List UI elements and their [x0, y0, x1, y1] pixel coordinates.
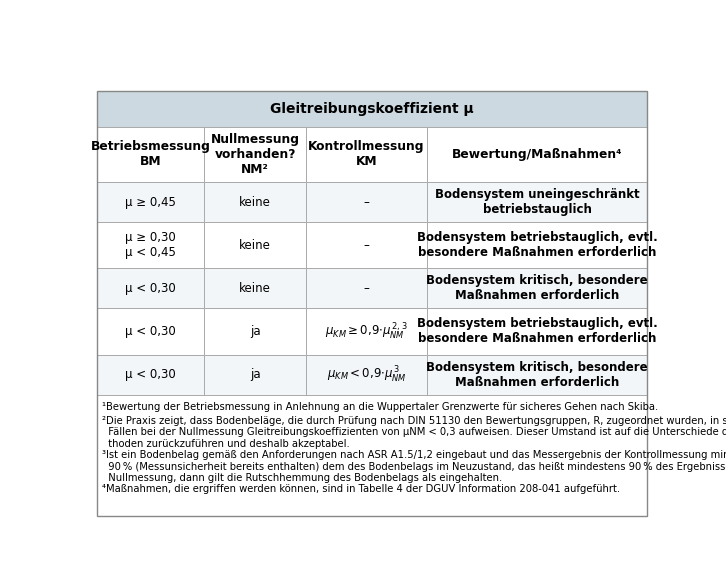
Bar [97, 127, 204, 182]
Text: Bodensystem kritisch, besondere
Maßnahmen erforderlich: Bodensystem kritisch, besondere Maßnahme… [426, 360, 648, 389]
Text: ja: ja [250, 325, 261, 338]
Bar [97, 355, 204, 394]
Text: $\mu_{KM} \geq 0{,}9{\cdot}\mu_{NM}^{\,2,3}$: $\mu_{KM} \geq 0{,}9{\cdot}\mu_{NM}^{\,2… [325, 321, 408, 342]
Text: keine: keine [239, 282, 271, 295]
Text: ²Die Praxis zeigt, dass Bodenbeläge, die durch Prüfung nach DIN 51130 den Bewert: ²Die Praxis zeigt, dass Bodenbeläge, die… [102, 416, 726, 449]
Text: μ ≥ 0,45: μ ≥ 0,45 [125, 195, 176, 208]
Text: Bodensystem betriebstauglich, evtl.
besondere Maßnahmen erforderlich: Bodensystem betriebstauglich, evtl. beso… [417, 318, 658, 346]
Text: μ < 0,30: μ < 0,30 [125, 368, 176, 381]
Bar [306, 355, 427, 394]
Bar [306, 127, 427, 182]
Text: ³Ist ein Bodenbelag gemäß den Anforderungen nach ASR A1.5/1,2 eingebaut und das : ³Ist ein Bodenbelag gemäß den Anforderun… [102, 450, 726, 483]
Text: Gleitreibungskoeffizient μ: Gleitreibungskoeffizient μ [270, 102, 474, 116]
Bar [97, 222, 204, 268]
Text: ¹Bewertung der Betriebsmessung in Anlehnung an die Wuppertaler Grenzwerte für si: ¹Bewertung der Betriebsmessung in Anlehn… [102, 402, 658, 412]
Bar [204, 222, 306, 268]
Bar [427, 222, 647, 268]
Bar [427, 182, 647, 222]
Text: Bodensystem uneingeschränkt
betriebstauglich: Bodensystem uneingeschränkt betriebstaug… [435, 188, 640, 216]
Text: ja: ja [250, 368, 261, 381]
Bar [97, 182, 204, 222]
Text: keine: keine [239, 239, 271, 252]
Bar [427, 308, 647, 355]
Bar [427, 127, 647, 182]
Bar [97, 308, 204, 355]
Text: μ < 0,30: μ < 0,30 [125, 282, 176, 295]
Bar [306, 308, 427, 355]
Text: –: – [364, 282, 370, 295]
Bar [97, 91, 647, 127]
Bar [427, 268, 647, 308]
Text: Betriebsmessung
BM: Betriebsmessung BM [91, 140, 211, 168]
Bar [204, 355, 306, 394]
Bar [97, 394, 647, 517]
Text: Bodensystem betriebstauglich, evtl.
besondere Maßnahmen erforderlich: Bodensystem betriebstauglich, evtl. beso… [417, 231, 658, 259]
Text: Nullmessung
vorhanden?
NM²: Nullmessung vorhanden? NM² [211, 133, 300, 176]
Text: Kontrollmessung
KM: Kontrollmessung KM [309, 140, 425, 168]
Bar [427, 355, 647, 394]
Text: ⁴Maßnahmen, die ergriffen werden können, sind in Tabelle 4 der DGUV Information : ⁴Maßnahmen, die ergriffen werden können,… [102, 484, 620, 494]
Text: μ < 0,30: μ < 0,30 [125, 325, 176, 338]
Text: –: – [364, 195, 370, 208]
Text: $\mu_{KM} < 0{,}9{\cdot}\mu_{NM}^{\,3}$: $\mu_{KM} < 0{,}9{\cdot}\mu_{NM}^{\,3}$ [327, 365, 407, 384]
Text: Bodensystem kritisch, besondere
Maßnahmen erforderlich: Bodensystem kritisch, besondere Maßnahme… [426, 274, 648, 302]
Text: –: – [364, 239, 370, 252]
Bar [204, 308, 306, 355]
Bar [306, 268, 427, 308]
Text: Bewertung/Maßnahmen⁴: Bewertung/Maßnahmen⁴ [452, 148, 622, 161]
Bar [306, 182, 427, 222]
Bar [204, 127, 306, 182]
Text: keine: keine [239, 195, 271, 208]
Text: μ ≥ 0,30
μ < 0,45: μ ≥ 0,30 μ < 0,45 [125, 231, 176, 259]
Bar [306, 222, 427, 268]
Bar [97, 268, 204, 308]
Bar [204, 268, 306, 308]
Bar [204, 182, 306, 222]
